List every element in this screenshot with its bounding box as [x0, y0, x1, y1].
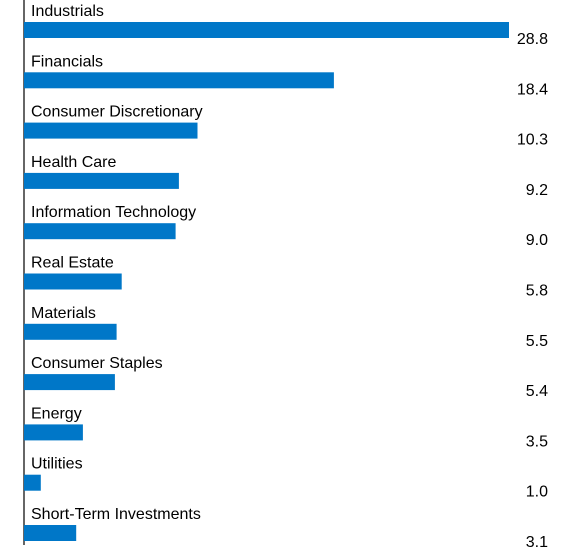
value-label-energy: 3.5 — [526, 433, 548, 450]
category-label-utilities: Utilities — [31, 456, 83, 473]
category-label-consumer-discretionary: Consumer Discretionary — [31, 104, 203, 121]
value-label-industrials: 28.8 — [517, 31, 548, 48]
bar-health-care — [24, 172, 179, 189]
category-label-short-term-investments: Short-Term Investments — [31, 506, 201, 523]
value-label-financials: 18.4 — [517, 81, 548, 98]
value-label-materials: 5.5 — [526, 333, 548, 350]
value-labels-group: 28.8 18.4 10.3 9.2 9.0 5.8 5.5 5.4 3.5 1.0 3.1 — [517, 31, 548, 548]
category-label-energy: Energy — [31, 405, 82, 422]
category-label-consumer-staples: Consumer Staples — [31, 355, 163, 372]
bar-materials — [24, 323, 117, 340]
value-label-health-care: 9.2 — [526, 182, 548, 199]
bar-industrials — [24, 22, 509, 38]
category-labels-group: Industrials Financials Consumer Discretion… — [31, 3, 203, 523]
category-label-information-technology: Information Technology — [31, 204, 196, 221]
value-label-consumer-staples: 5.4 — [526, 383, 548, 400]
category-label-health-care: Health Care — [31, 154, 116, 171]
bar-consumer-staples — [24, 374, 115, 391]
bar-real-estate — [24, 273, 122, 290]
value-label-consumer-discretionary: 10.3 — [517, 132, 548, 149]
bar-utilities — [24, 474, 41, 491]
category-label-materials: Materials — [31, 305, 96, 322]
bars-group — [24, 22, 509, 541]
bar-energy — [24, 424, 83, 441]
bar-consumer-discretionary — [24, 122, 198, 139]
bar-short-term-investments — [24, 525, 77, 541]
category-label-real-estate: Real Estate — [31, 255, 114, 272]
bar-information-technology — [24, 223, 176, 240]
value-label-short-term-investments: 3.1 — [526, 534, 548, 548]
category-label-industrials: Industrials — [31, 3, 104, 20]
value-label-information-technology: 9.0 — [526, 232, 548, 249]
bar-financials — [24, 72, 334, 89]
value-label-utilities: 1.0 — [526, 484, 548, 501]
category-label-financials: Financials — [31, 53, 103, 70]
value-label-real-estate: 5.8 — [526, 283, 548, 300]
